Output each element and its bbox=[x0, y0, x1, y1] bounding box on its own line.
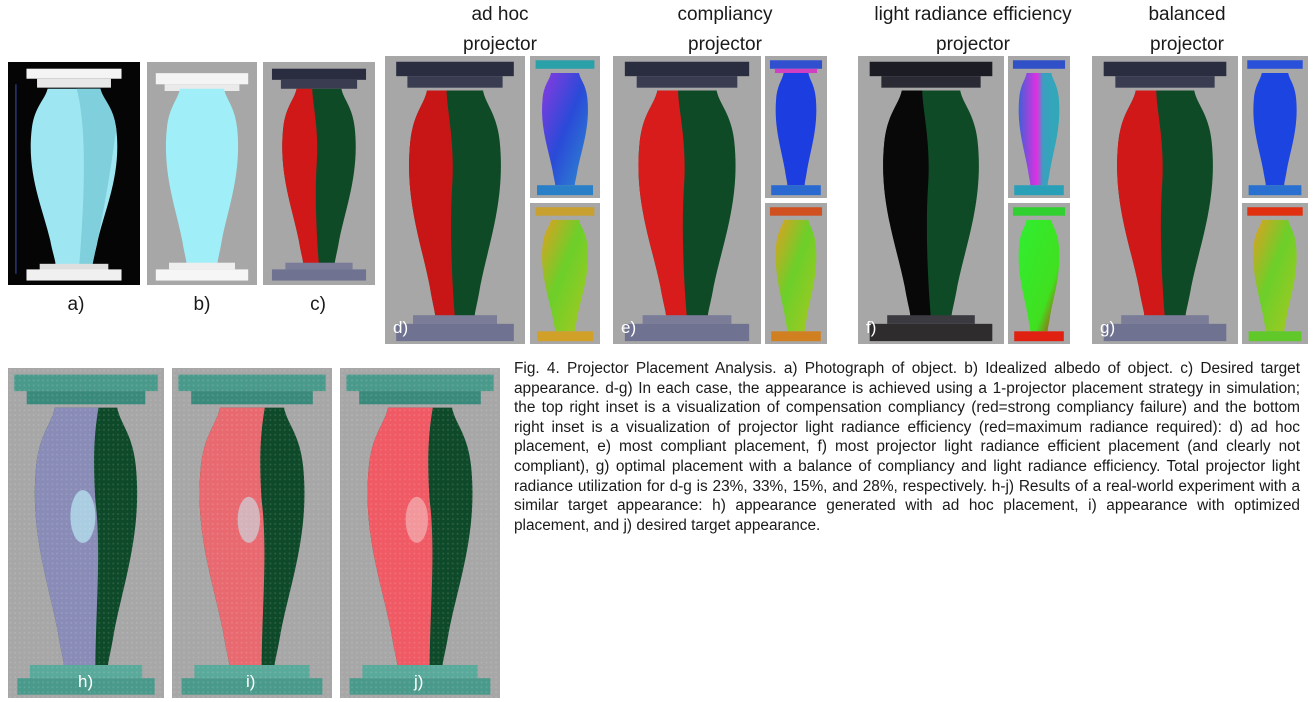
vase-d-image bbox=[396, 61, 514, 342]
panel-e-compliancy-inset bbox=[765, 56, 827, 198]
vase-i-image bbox=[172, 368, 332, 698]
vase-e-radiance-image bbox=[769, 207, 823, 342]
panel-g-label: g) bbox=[1100, 318, 1116, 337]
vase-g-image bbox=[1103, 61, 1227, 342]
panel-f-label: f) bbox=[866, 318, 877, 337]
figure-caption: Fig. 4. Projector Placement Analysis. a)… bbox=[514, 360, 1300, 534]
panel-d-simulation: d) bbox=[385, 56, 525, 344]
panel-b-albedo bbox=[147, 62, 257, 285]
column-title-f: light radiance efficiency projector bbox=[874, 4, 1072, 55]
panel-f-compliancy-inset bbox=[1008, 56, 1070, 198]
panel-h-real-adhoc: h) bbox=[8, 368, 164, 698]
panel-e-simulation: e) bbox=[613, 56, 761, 344]
vase-d-radiance-image bbox=[535, 207, 595, 342]
panel-j-real-target: j) bbox=[340, 368, 500, 698]
panel-d-radiance-inset bbox=[530, 203, 600, 344]
vase-f-compliancy-image bbox=[1012, 60, 1066, 196]
panel-i-real-optimized: i) bbox=[172, 368, 332, 698]
panel-a-label: a) bbox=[67, 294, 85, 315]
column-title-g: balanced projector bbox=[1148, 4, 1226, 55]
vase-e-image bbox=[624, 61, 750, 342]
panel-g-compliancy-inset bbox=[1242, 56, 1308, 198]
panel-h-label: h) bbox=[78, 672, 94, 691]
vase-albedo-image bbox=[155, 73, 249, 281]
vase-h-image bbox=[8, 368, 164, 698]
panel-g-simulation: g) bbox=[1092, 56, 1238, 344]
vase-f-radiance-image bbox=[1012, 207, 1066, 342]
vase-g-compliancy-image bbox=[1247, 60, 1303, 196]
panel-e-label: e) bbox=[621, 318, 637, 337]
vase-g-radiance-image bbox=[1247, 207, 1303, 342]
panel-c-label: c) bbox=[310, 294, 326, 315]
vase-photo-image bbox=[15, 68, 122, 281]
vase-d-compliancy-image bbox=[535, 60, 595, 196]
vase-j-image bbox=[340, 368, 500, 698]
panel-c-target bbox=[263, 62, 375, 285]
panel-d-compliancy-inset bbox=[530, 56, 600, 198]
column-title-d: ad hoc projector bbox=[463, 4, 537, 55]
panel-b-label: b) bbox=[193, 294, 211, 315]
panel-d-label: d) bbox=[393, 318, 409, 337]
vase-e-compliancy-image bbox=[769, 60, 823, 196]
vase-f-image bbox=[869, 61, 993, 342]
panel-g-radiance-inset bbox=[1242, 203, 1308, 344]
panel-j-label: j) bbox=[414, 672, 424, 691]
panel-a-photograph bbox=[8, 62, 140, 285]
panel-f-radiance-inset bbox=[1008, 203, 1070, 344]
panel-f-simulation: f) bbox=[858, 56, 1004, 344]
vase-target-image bbox=[271, 68, 367, 281]
panel-e-radiance-inset bbox=[765, 203, 827, 344]
panel-i-label: i) bbox=[246, 672, 256, 691]
column-title-e: compliancy projector bbox=[677, 4, 773, 55]
